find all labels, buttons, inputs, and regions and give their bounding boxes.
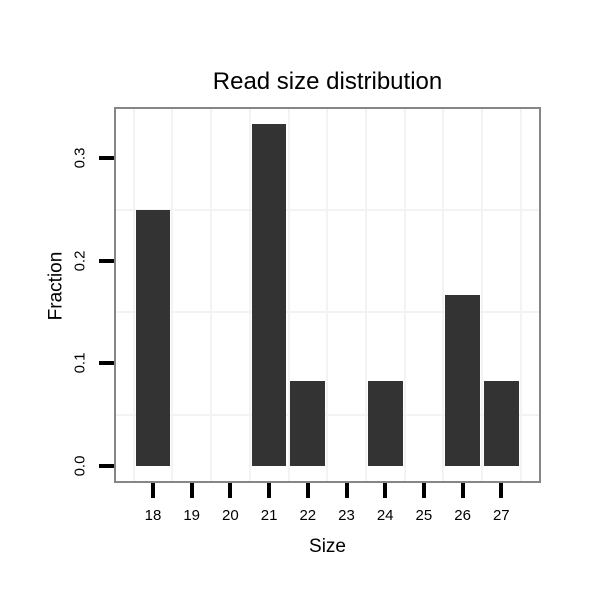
x-axis-tick: [383, 483, 388, 498]
x-axis-tick: [151, 483, 155, 498]
x-axis-tick: [228, 483, 233, 498]
minor-gridline-vertical: [132, 109, 135, 481]
x-axis-tick-label: 25: [415, 507, 433, 524]
bar-size-26: [445, 295, 480, 466]
x-axis-tick: [460, 483, 465, 498]
x-axis-tick-label: 27: [492, 507, 510, 524]
bar-size-18: [135, 209, 171, 466]
x-axis-title: Size: [309, 536, 346, 557]
x-axis-tick: [499, 483, 504, 498]
minor-gridline-vertical: [364, 109, 367, 481]
x-axis-tick: [189, 483, 194, 498]
y-axis-tick: [99, 156, 114, 161]
x-axis-tick: [344, 483, 349, 498]
minor-gridline-vertical: [326, 109, 329, 481]
x-axis-tick-label: 18: [144, 507, 162, 524]
x-axis-tick-label: 24: [376, 507, 394, 524]
bar-size-24: [367, 380, 403, 466]
x-axis-tick-label: 19: [183, 507, 201, 524]
y-axis-title: Fraction: [45, 251, 67, 321]
bar-size-21: [251, 124, 287, 466]
x-axis-tick: [267, 483, 272, 498]
x-axis-tick-label: 21: [260, 507, 278, 524]
y-axis-tick-label: 0.3: [71, 147, 89, 169]
minor-gridline-horizontal: [116, 413, 539, 416]
x-axis-tick-label: 20: [222, 507, 239, 524]
x-axis-tick-label: 23: [338, 507, 355, 524]
y-axis-tick: [99, 464, 114, 468]
bar-size-27: [483, 380, 519, 466]
minor-gridline-vertical: [442, 109, 445, 481]
y-axis-tick-label: 0.2: [71, 250, 89, 272]
y-axis-tick: [99, 258, 114, 263]
y-axis-tick-label: 0.1: [71, 352, 89, 374]
y-axis-tick-label: 0.0: [71, 455, 89, 477]
x-axis-tick-label: 26: [454, 507, 471, 524]
minor-gridline-vertical: [287, 109, 290, 481]
y-axis-tick: [99, 361, 114, 366]
x-axis-tick-label: 22: [299, 507, 317, 524]
bar-size-22: [290, 380, 326, 466]
minor-gridline-horizontal: [116, 311, 539, 314]
minor-gridline-vertical: [403, 109, 406, 481]
minor-gridline-vertical: [248, 109, 251, 481]
minor-gridline-vertical: [210, 109, 213, 481]
minor-gridline-vertical: [171, 109, 174, 481]
minor-gridline-horizontal: [116, 208, 539, 211]
x-axis-tick: [421, 483, 426, 498]
minor-gridline-vertical: [519, 109, 522, 481]
x-axis-tick: [305, 483, 310, 498]
minor-gridline-vertical: [481, 109, 483, 481]
chart-title: Read size distribution: [212, 68, 443, 95]
